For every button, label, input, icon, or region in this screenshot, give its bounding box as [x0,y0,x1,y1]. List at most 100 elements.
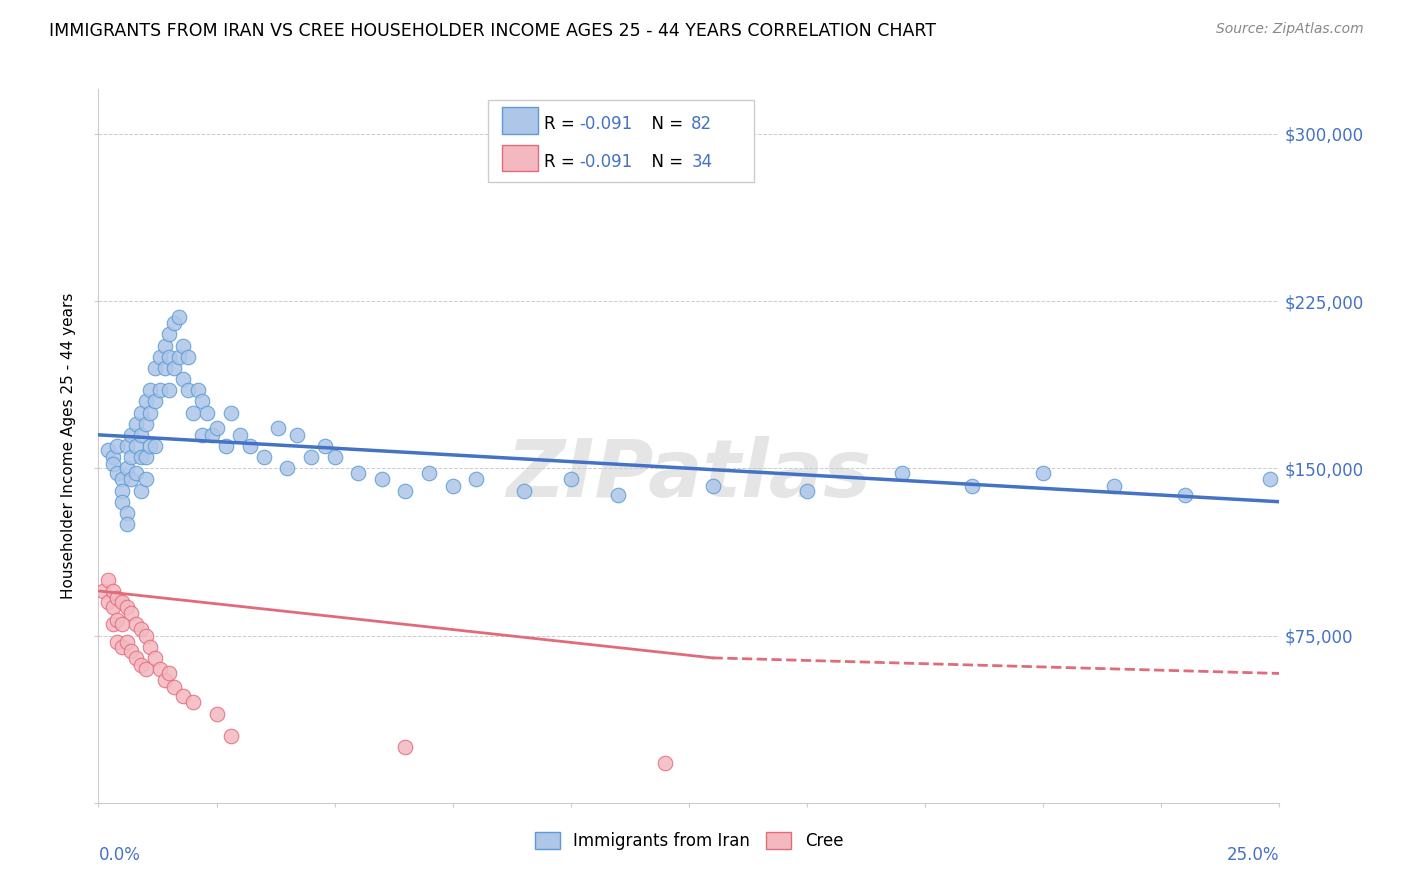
Point [1032,466,1054,480]
Point [153,338,176,352]
Point [418,466,440,480]
Point [139,405,162,419]
Point [201,427,224,442]
Y-axis label: Householder Income Ages 25 - 44 years: Householder Income Ages 25 - 44 years [60,293,76,599]
Point [121,450,143,464]
Point [115,506,138,520]
Point [139,439,162,453]
Point [153,360,176,375]
Text: 25.0%: 25.0% [1227,846,1279,863]
Point [135,450,157,464]
Point [163,680,186,694]
Point [299,450,322,464]
FancyBboxPatch shape [502,145,537,171]
Point [105,591,128,605]
Point [195,405,218,419]
Point [205,706,228,721]
Point [135,628,157,642]
Point [101,457,124,471]
Point [105,466,128,480]
Point [129,483,152,498]
Point [121,644,143,658]
Point [143,360,166,375]
Point [115,461,138,475]
Text: -0.091: -0.091 [579,153,633,171]
Point [125,439,148,453]
Text: -0.091: -0.091 [579,115,633,134]
Point [512,483,534,498]
Point [149,662,172,676]
Point [111,617,134,632]
Point [139,640,162,654]
Point [441,479,464,493]
Point [654,756,676,770]
Point [239,439,262,453]
Point [314,439,336,453]
Point [101,583,124,598]
Point [205,421,228,435]
Point [157,666,180,681]
Point [125,651,148,665]
Point [121,427,143,442]
Point [163,360,186,375]
Text: ZIPatlas: ZIPatlas [506,435,872,514]
Point [101,599,124,614]
Point [125,466,148,480]
Point [157,327,180,342]
Point [172,372,194,386]
Text: 0.0%: 0.0% [98,846,141,863]
Point [890,466,912,480]
Text: IMMIGRANTS FROM IRAN VS CREE HOUSEHOLDER INCOME AGES 25 - 44 YEARS CORRELATION C: IMMIGRANTS FROM IRAN VS CREE HOUSEHOLDER… [49,22,936,40]
Point [219,729,242,743]
Text: R =: R = [544,153,579,171]
Point [167,310,190,324]
Point [111,483,134,498]
Point [191,394,214,409]
Point [129,450,152,464]
Point [125,417,148,431]
Point [796,483,818,498]
Point [101,617,124,632]
Text: 82: 82 [692,115,713,134]
Point [111,595,134,609]
Point [91,583,114,598]
Point [167,350,190,364]
Point [149,350,172,364]
Point [371,472,394,486]
Point [465,472,488,486]
Point [139,383,162,397]
Point [394,740,416,755]
Point [97,573,120,587]
Point [121,472,143,486]
Point [97,443,120,458]
Point [1174,488,1197,502]
Point [215,439,238,453]
Point [181,696,204,710]
Point [191,427,214,442]
Point [253,450,276,464]
FancyBboxPatch shape [502,107,537,134]
Legend: Immigrants from Iran, Cree: Immigrants from Iran, Cree [526,824,852,859]
Point [101,450,124,464]
Text: R =: R = [544,115,579,134]
Point [135,394,157,409]
Point [143,439,166,453]
Point [111,640,134,654]
Point [172,338,194,352]
FancyBboxPatch shape [488,100,754,182]
Point [143,651,166,665]
Text: N =: N = [641,115,688,134]
Point [115,599,138,614]
Point [323,450,346,464]
Point [157,350,180,364]
Point [187,383,209,397]
Point [149,383,172,397]
Text: Source: ZipAtlas.com: Source: ZipAtlas.com [1216,22,1364,37]
Point [181,405,204,419]
Point [97,595,120,609]
Point [135,417,157,431]
Point [105,613,128,627]
Point [143,394,166,409]
Point [177,383,200,397]
Point [111,472,134,486]
